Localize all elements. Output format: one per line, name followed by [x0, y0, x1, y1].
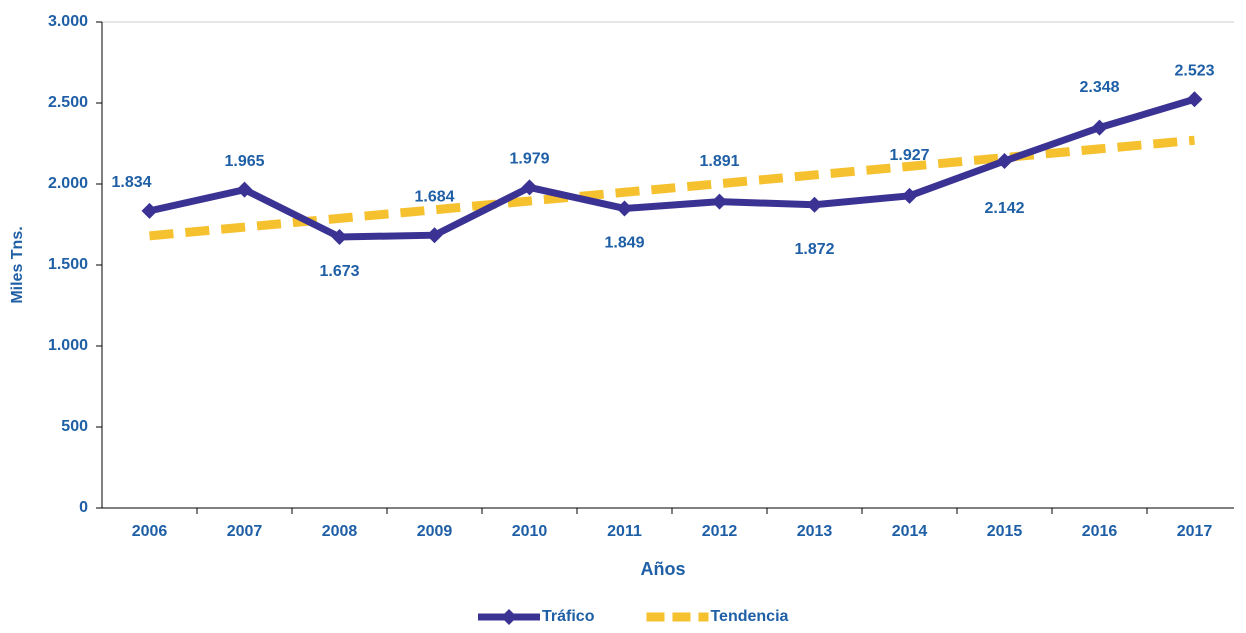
x-tick-label: 2007 — [227, 523, 263, 540]
y-tick-label: 1.000 — [48, 337, 88, 354]
marker — [331, 228, 348, 245]
marker — [1091, 119, 1108, 136]
y-tick-label: 1.500 — [48, 256, 88, 273]
x-tick-label: 2016 — [1082, 523, 1118, 540]
data-label: 2.142 — [984, 200, 1024, 217]
x-tick-label: 2017 — [1177, 523, 1213, 540]
legend-label: Tráfico — [542, 608, 595, 625]
x-tick-label: 2013 — [797, 523, 833, 540]
data-label: 1.872 — [794, 241, 834, 258]
data-label: 1.927 — [889, 147, 929, 164]
x-tick-label: 2014 — [892, 523, 928, 540]
y-tick-label: 0 — [79, 499, 88, 516]
x-tick-label: 2009 — [417, 523, 453, 540]
data-label: 1.684 — [414, 188, 454, 205]
data-label: 2.523 — [1174, 62, 1214, 79]
data-label: 2.348 — [1079, 79, 1119, 96]
data-label: 1.965 — [224, 153, 264, 170]
y-tick-label: 2.500 — [48, 94, 88, 111]
x-tick-label: 2011 — [607, 523, 642, 540]
y-tick-label: 2.000 — [48, 175, 88, 192]
marker — [426, 227, 443, 244]
data-label: 1.834 — [111, 174, 151, 191]
y-tick-label: 3.000 — [48, 13, 88, 30]
marker — [521, 179, 538, 196]
marker — [616, 200, 633, 217]
marker — [236, 181, 253, 198]
x-tick-label: 2006 — [132, 523, 168, 540]
data-label: 1.891 — [699, 153, 739, 170]
marker — [711, 193, 728, 210]
marker — [1186, 91, 1203, 108]
y-axis-title: Miles Tns. — [9, 226, 26, 303]
x-axis-title: Años — [641, 559, 686, 579]
x-tick-label: 2012 — [702, 523, 738, 540]
marker — [901, 187, 918, 204]
data-label: 1.673 — [319, 263, 359, 280]
y-tick-label: 500 — [61, 418, 88, 435]
legend-label: Tendencia — [710, 608, 788, 625]
series-line — [148, 95, 1196, 241]
data-label: 1.979 — [509, 151, 549, 168]
x-tick-label: 2010 — [512, 523, 548, 540]
legend-marker — [501, 609, 517, 625]
marker — [806, 196, 823, 213]
x-tick-label: 2015 — [987, 523, 1023, 540]
marker — [141, 202, 158, 219]
data-label: 1.849 — [604, 235, 644, 252]
marker — [996, 152, 1013, 169]
x-tick-label: 2008 — [322, 523, 358, 540]
